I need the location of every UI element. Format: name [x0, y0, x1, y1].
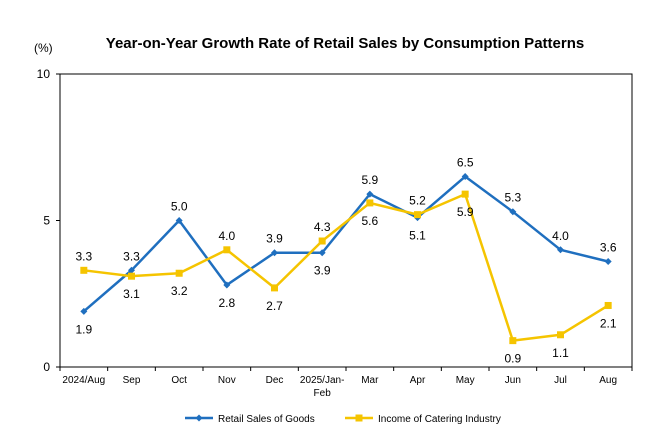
y-unit-label: (%) [34, 41, 53, 55]
x-tick-label: Oct [171, 375, 187, 386]
x-tick-label-line: Mar [361, 375, 379, 386]
x-tick-label: May [456, 375, 475, 386]
series-line-1 [83, 175, 609, 313]
data-point-2 [366, 199, 374, 207]
legend-label-2: Income of Catering Industry [378, 414, 501, 425]
data-label: 5.9 [361, 173, 378, 187]
data-point-2 [557, 331, 564, 339]
data-point-1 [509, 208, 517, 216]
x-tick-label-line: Feb [314, 388, 332, 399]
data-label: 2.1 [600, 316, 617, 330]
data-label: 5.9 [457, 205, 474, 219]
legend-label-1: Retail Sales of Goods [218, 414, 315, 425]
data-label: 4.3 [314, 220, 331, 234]
x-tick-label-line: Nov [218, 375, 236, 386]
data-label: 2.7 [266, 299, 283, 313]
data-point-1 [175, 217, 183, 224]
y-tick-label: 0 [43, 360, 50, 374]
x-tick-label: Sep [123, 375, 141, 386]
data-label: 1.9 [75, 322, 92, 336]
data-point-1 [271, 249, 278, 257]
x-tick-label-line: Apr [410, 375, 426, 386]
data-label: 5.2 [409, 194, 426, 208]
data-point-2 [80, 266, 88, 274]
data-label: 3.9 [266, 232, 283, 246]
data-label: 3.6 [600, 241, 617, 255]
data-label: 3.3 [123, 249, 140, 263]
data-label: 5.0 [171, 200, 188, 214]
data-point-1 [318, 249, 326, 257]
x-tick-label-line: Aug [599, 375, 617, 386]
y-tick-label: 10 [37, 67, 51, 81]
data-point-2 [461, 190, 469, 198]
data-point-1 [557, 246, 564, 254]
series-line-2 [83, 192, 609, 342]
chart-title: Year-on-Year Growth Rate of Retail Sales… [106, 35, 584, 52]
x-tick-label-line: Jul [554, 375, 567, 386]
data-point-2 [414, 211, 421, 219]
data-label: 1.1 [552, 346, 569, 360]
data-label: 4.0 [218, 229, 235, 243]
data-point-2 [128, 272, 135, 280]
data-point-2 [509, 337, 517, 345]
data-label: 5.3 [504, 191, 521, 205]
x-tick-label-line: 2024/Aug [62, 375, 105, 386]
x-tick-label: 2024/Aug [62, 375, 105, 386]
data-label: 3.9 [314, 264, 331, 278]
data-label: 0.9 [504, 352, 521, 366]
data-point-1 [80, 307, 88, 315]
legend-marker-1 [195, 414, 203, 422]
data-labels: 1.9 3.3 5.0 2.8 3.9 3.9 5.9 5.1 6.5 5.3 4.0 3.6 3.3 3… [75, 156, 616, 366]
data-point-2 [318, 237, 326, 245]
x-tick-label: Nov [218, 375, 236, 386]
x-tick-label: Dec [266, 375, 284, 386]
data-point-1 [366, 190, 374, 198]
x-tick-label-line: 2025/Jan- [300, 375, 344, 386]
data-label: 3.2 [171, 284, 188, 298]
data-point-1 [128, 266, 135, 274]
x-tick-label: Apr [410, 375, 426, 386]
x-tick-label: 2025/Jan- Feb [300, 375, 344, 399]
x-tick-label-line: May [456, 375, 475, 386]
x-tick-label-line: Jun [505, 375, 521, 386]
data-label: 5.1 [409, 229, 426, 243]
data-point-2 [271, 284, 278, 292]
data-point-1 [223, 281, 231, 289]
data-label: 3.1 [123, 287, 140, 301]
y-tick-label: 5 [43, 214, 50, 228]
data-label: 6.5 [457, 156, 474, 170]
x-tick-label: Jun [505, 375, 521, 386]
data-point-2 [604, 301, 612, 309]
data-label: 2.8 [218, 296, 235, 310]
data-point-1 [604, 258, 612, 266]
x-tick-label: Mar [361, 375, 379, 386]
x-tick-label-line: Dec [266, 375, 284, 386]
x-tick-label-line: Sep [123, 375, 141, 386]
axes: 0 5 10 2024/Aug Sep Oct Nov Dec 2025/Jan- Feb Mar A… [37, 67, 633, 399]
x-tick-label: Aug [599, 375, 617, 386]
legend-marker-2 [355, 414, 363, 422]
x-tick-label: Jul [554, 375, 567, 386]
legend: Retail Sales of Goods Income of Catering … [185, 414, 501, 425]
data-label: 5.6 [361, 214, 378, 228]
x-tick-label-line: Oct [171, 375, 187, 386]
data-point-2 [175, 269, 183, 277]
data-label: 4.0 [552, 229, 569, 243]
data-point-2 [223, 246, 231, 254]
data-label: 3.3 [75, 249, 92, 263]
series-layer [80, 173, 612, 345]
data-point-1 [461, 173, 469, 181]
